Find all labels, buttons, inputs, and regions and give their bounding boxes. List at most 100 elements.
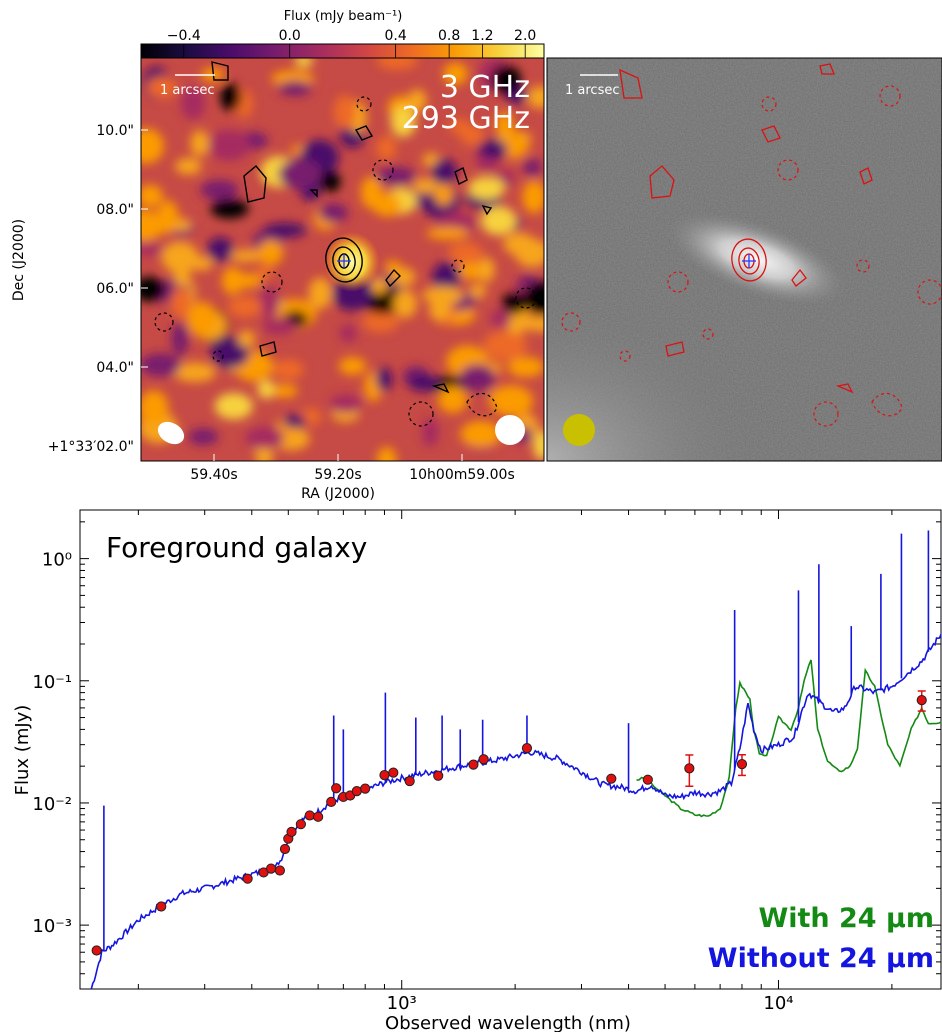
- noise-blob: [523, 281, 544, 315]
- noise-blob: [173, 362, 216, 383]
- scalebar-label-left: 1 arcsec: [160, 83, 215, 98]
- ytick-dec-2: 06.0": [96, 281, 134, 297]
- noise-blob: [375, 367, 393, 392]
- noise-blob: [522, 180, 544, 214]
- noise-blob: [207, 129, 251, 161]
- noise-blob: [504, 130, 525, 160]
- noise-blob: [161, 241, 199, 274]
- x-axis-label: Observed wavelength (nm): [385, 1013, 631, 1032]
- colorbar-tick-label: 0.0: [279, 28, 301, 44]
- galaxy: [666, 212, 848, 306]
- data-point: [351, 786, 362, 797]
- noise-blob: [186, 301, 218, 337]
- noise-blob: [141, 128, 164, 164]
- data-point: [313, 811, 324, 822]
- noise-blob: [188, 428, 219, 446]
- data-point: [279, 843, 291, 855]
- noise-blob: [262, 317, 296, 335]
- series-with-24um: [636, 659, 942, 818]
- noise-blob: [412, 178, 438, 194]
- noise-blob: [141, 184, 163, 208]
- scalebar-label-right: 1 arcsec: [565, 83, 620, 98]
- plot-frame: [79, 509, 942, 990]
- noise-blob: [207, 237, 234, 262]
- ytick-dec-4: +1°33′02.0": [48, 439, 134, 455]
- noise-blob: [437, 385, 468, 414]
- noise-blob: [141, 243, 164, 256]
- legend-with-24um: With 24 μm: [758, 903, 934, 934]
- noise-blob: [278, 80, 312, 96]
- noise-blob: [393, 289, 417, 319]
- data-point: [286, 826, 297, 837]
- noise-blob: [426, 226, 469, 240]
- noise-blob: [171, 322, 189, 356]
- data-point: [916, 694, 927, 706]
- noise-blob: [338, 357, 367, 376]
- noise-blob: [257, 379, 276, 399]
- noise-blob: [258, 286, 281, 318]
- left-panel-frame: [140, 57, 545, 462]
- noise-blob: [214, 392, 253, 420]
- noise-blob: [434, 182, 454, 206]
- noise-blob: [507, 356, 544, 378]
- axis-ticks: [80, 510, 941, 990]
- noise-blob: [459, 364, 496, 392]
- noise-blob: [491, 65, 521, 94]
- noise-blob: [408, 374, 440, 392]
- colorbar-tick-label: 0.8: [438, 28, 460, 44]
- noise-blob: [503, 232, 536, 256]
- noise-blob: [278, 158, 322, 190]
- y-tick-label: 10⁻²: [32, 794, 72, 815]
- noise-blob: [318, 203, 349, 223]
- legend-without-24um: Without 24 μm: [708, 943, 934, 974]
- noise-blob: [258, 239, 284, 266]
- noise-blob: [175, 157, 202, 175]
- noise-blob: [333, 94, 357, 130]
- noise-blob: [229, 273, 263, 289]
- label-293ghz: 293 GHz: [402, 101, 530, 136]
- x-tick-label: 10³: [387, 993, 417, 1014]
- noise-blob: [422, 286, 464, 304]
- noise-blob: [376, 166, 416, 186]
- noise-blob: [469, 283, 487, 298]
- data-point: [736, 758, 748, 770]
- noise-blob: [227, 296, 263, 318]
- noise-blob: [237, 330, 256, 348]
- red-contours: [619, 63, 873, 394]
- noise-blob: [229, 249, 264, 263]
- noise-blob: [170, 287, 192, 318]
- data-point: [360, 783, 371, 794]
- noise-blob: [272, 384, 298, 398]
- noise-blob: [480, 206, 517, 236]
- noise-blob: [483, 330, 527, 361]
- noise-blob: [210, 198, 249, 219]
- noise-blob: [157, 200, 179, 234]
- red-dashed-contours: [561, 85, 942, 427]
- noise-blob: [533, 430, 544, 461]
- noise-blob: [376, 58, 418, 70]
- data-point: [433, 770, 444, 781]
- noise-blob: [255, 265, 274, 279]
- data-point: [684, 763, 695, 774]
- radio-map: 1 arcsec 3 GHz 293 GHz: [141, 58, 544, 461]
- optical-image: 1 arcsec: [547, 58, 942, 461]
- black-dashed-contours: [154, 96, 537, 427]
- x-tick-label: 10⁴: [763, 993, 793, 1014]
- noise-blob: [527, 86, 544, 109]
- image-panels: Flux (mJy beam⁻¹) −0.4 0.0 0.4 0.8 1.2 2.0: [11, 9, 942, 502]
- tick-labels: 10³ 10⁴ 10⁰ 10⁻¹ 10⁻² 10⁻³: [32, 550, 793, 1014]
- noise-blob: [190, 130, 210, 157]
- colorbar-tick-label: 2.0: [514, 28, 536, 44]
- data-point: [379, 770, 390, 781]
- data-point: [326, 796, 337, 808]
- noise-blob: [200, 179, 239, 201]
- image-tickmarks: [141, 129, 463, 461]
- colorbar-label: Flux (mJy beam⁻¹): [284, 9, 403, 24]
- noise-blob: [490, 309, 511, 329]
- colorbar-tick-label: 0.4: [385, 28, 407, 44]
- dec-axis-label: Dec (J2000): [11, 219, 27, 301]
- data-point: [331, 783, 342, 794]
- data-point: [295, 819, 306, 830]
- data-point: [468, 759, 479, 770]
